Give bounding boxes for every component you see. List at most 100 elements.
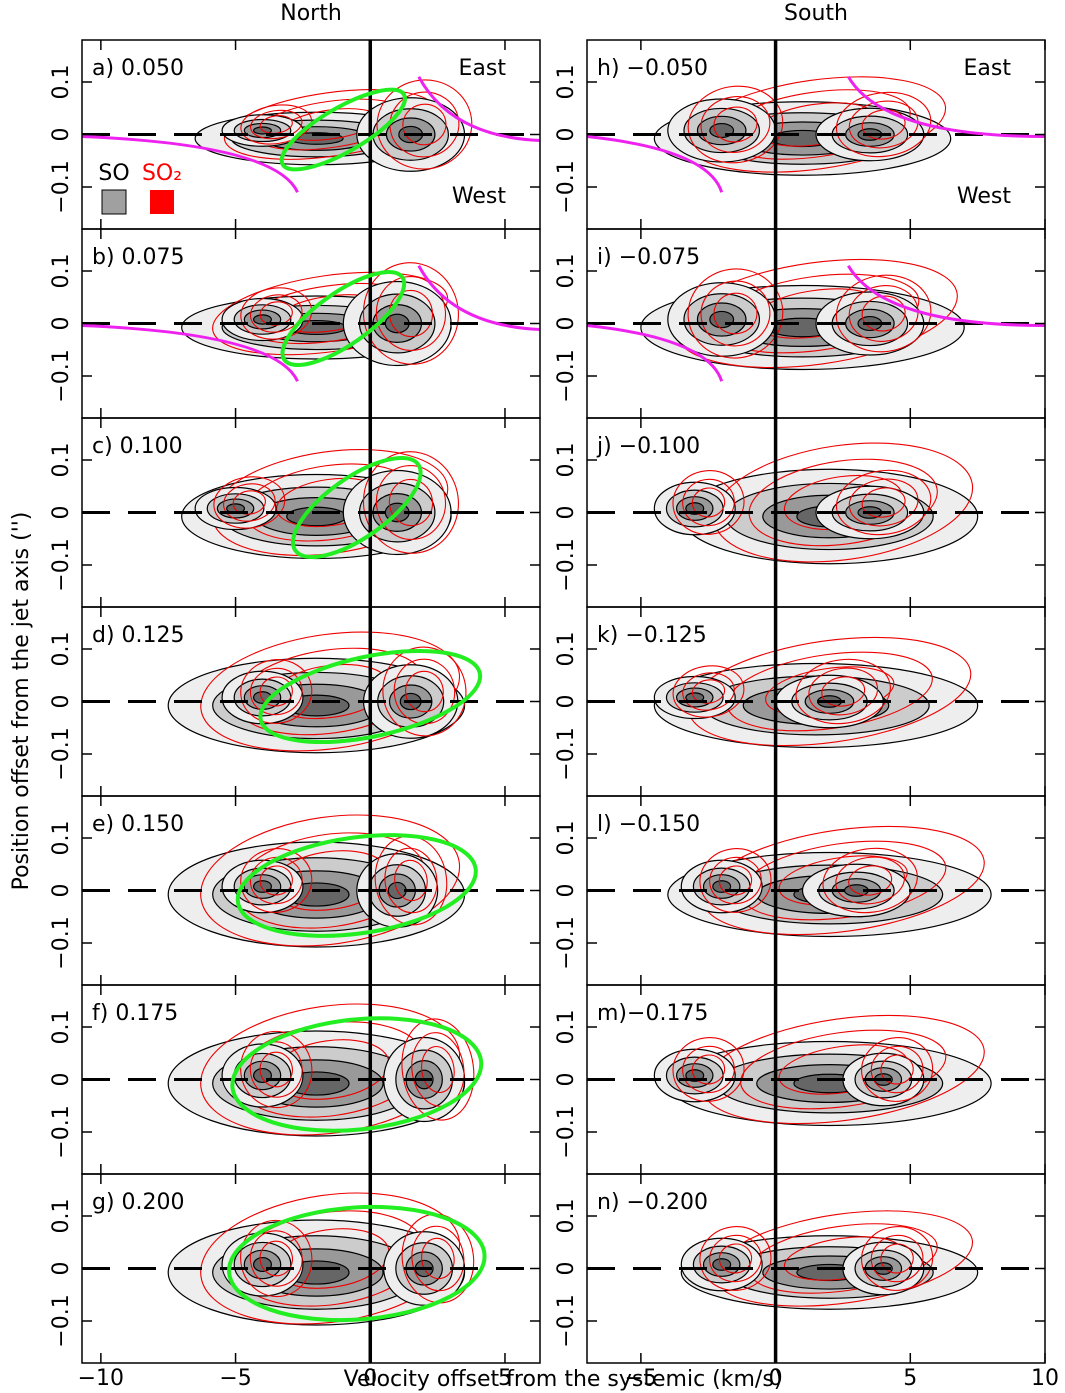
panel: −5 0 5 10 −0.1 0 0.1 n) −0.200 xyxy=(554,1173,1059,1391)
panel-label: b) 0.075 xyxy=(92,245,185,270)
column-title: North xyxy=(280,1,342,26)
y-tick-label: 0 xyxy=(49,1262,74,1276)
y-tick-label: 0 xyxy=(49,128,74,142)
so2-contour xyxy=(848,285,919,342)
y-tick-label: −0.1 xyxy=(554,538,579,591)
panel-label: k) −0.125 xyxy=(597,623,707,648)
y-tick-label: 0.1 xyxy=(49,443,74,478)
model-ellipse xyxy=(280,270,407,367)
x-tick-label: −5 xyxy=(625,1366,657,1391)
panel: −0.1 0 0.1 h) −0.050 East West xyxy=(554,39,1046,230)
annotation: West xyxy=(452,184,506,209)
y-tick-label: 0 xyxy=(554,506,579,520)
so2-contour xyxy=(713,292,758,335)
model-curve xyxy=(587,324,724,382)
so2-contour xyxy=(691,1054,726,1085)
y-tick-label: 0.1 xyxy=(554,443,579,478)
so2-contour xyxy=(240,659,313,724)
so2-contour xyxy=(388,289,434,338)
so2-contour xyxy=(249,294,303,333)
so2-contour xyxy=(401,1018,475,1121)
x-tick-label: −5 xyxy=(219,1366,251,1391)
annotation: East xyxy=(459,56,507,81)
so2-contour xyxy=(709,1234,762,1283)
y-tick-label: −0.1 xyxy=(49,160,74,213)
y-tick-label: 0 xyxy=(49,317,74,331)
so2-contour xyxy=(213,476,286,529)
y-tick-label: 0.1 xyxy=(49,65,74,100)
so2-contour xyxy=(740,1029,947,1110)
y-tick-label: 0 xyxy=(49,506,74,520)
so2-contour xyxy=(748,458,938,547)
legend-label: SO₂ xyxy=(142,161,182,186)
so2-contour xyxy=(212,271,449,356)
so2-contour xyxy=(388,478,434,527)
so2-contour xyxy=(795,658,891,725)
panel: −0.1 0 0.1 m)−0.175 xyxy=(554,984,1046,1175)
model-curve xyxy=(417,265,540,331)
so2-contour xyxy=(718,1243,753,1274)
annotation: East xyxy=(964,56,1012,81)
panel-label: n) −0.200 xyxy=(597,1190,708,1215)
so2-contour xyxy=(861,487,906,518)
so2-contour xyxy=(259,865,293,896)
so2-contour xyxy=(700,96,771,153)
panel: −0.1 0 0.1 j) −0.100 xyxy=(554,417,1046,608)
so2-contour xyxy=(687,85,784,164)
emission-contour xyxy=(253,314,272,325)
x-tick-label: 5 xyxy=(903,1366,917,1391)
y-tick-label: −0.1 xyxy=(554,1294,579,1347)
so2-contour xyxy=(861,109,906,140)
plot-area xyxy=(587,985,1045,1174)
x-tick-label: −10 xyxy=(78,1366,124,1391)
y-tick-label: 0.1 xyxy=(554,632,579,667)
so2-contour xyxy=(249,667,303,716)
y-tick-label: 0 xyxy=(554,128,579,142)
so2-contour xyxy=(861,1226,934,1291)
so2-contour xyxy=(880,1243,914,1274)
plot-area xyxy=(82,1174,540,1363)
so2-contour xyxy=(821,676,866,707)
plot-area xyxy=(587,418,1045,607)
y-tick-label: 0 xyxy=(49,695,74,709)
so2-contour xyxy=(672,470,745,535)
x-tick-label: 10 xyxy=(1031,1366,1059,1391)
so2-contour xyxy=(250,109,303,140)
plot-area xyxy=(587,1174,1045,1363)
so2-contour xyxy=(713,106,758,143)
so2-contour xyxy=(848,865,893,896)
so2-contour xyxy=(249,1230,303,1287)
y-tick-label: 0.1 xyxy=(554,1010,579,1045)
y-tick-label: 0 xyxy=(554,1262,579,1276)
y-tick-label: −0.1 xyxy=(49,349,74,402)
y-tick-label: 0 xyxy=(554,884,579,898)
plot-area xyxy=(82,607,540,796)
panel: −0.1 0 0.1 c) 0.100 xyxy=(49,417,541,608)
so2-contour xyxy=(699,1226,772,1291)
model-ellipse xyxy=(235,833,478,938)
x-tick-label: 0 xyxy=(769,1366,783,1391)
y-tick-label: 0.1 xyxy=(554,65,579,100)
so2-contour xyxy=(232,490,266,515)
panel: −0.1 0 0.1 i) −0.075 xyxy=(554,228,1046,419)
panel-label: a) 0.050 xyxy=(92,56,184,81)
panel: −0.1 0 0.1 k) −0.125 xyxy=(554,606,1046,797)
annotation: West xyxy=(957,184,1011,209)
so2-contour xyxy=(682,478,735,527)
so2-contour xyxy=(240,1219,313,1298)
so2-contour xyxy=(835,856,906,905)
so2-contour xyxy=(411,1225,465,1292)
so2-contour xyxy=(259,1240,293,1277)
y-tick-label: 0.1 xyxy=(49,632,74,667)
model-curve xyxy=(847,264,1045,327)
so2-contour xyxy=(861,1037,934,1102)
so2-contour xyxy=(700,280,771,347)
so2-contour xyxy=(382,646,467,737)
emission-contour xyxy=(286,506,347,527)
panel-label: c) 0.100 xyxy=(92,434,183,459)
so2-contour xyxy=(880,1054,914,1085)
y-tick-label: −0.1 xyxy=(49,1294,74,1347)
plot-area xyxy=(587,607,1045,796)
so2-contour xyxy=(240,104,313,145)
